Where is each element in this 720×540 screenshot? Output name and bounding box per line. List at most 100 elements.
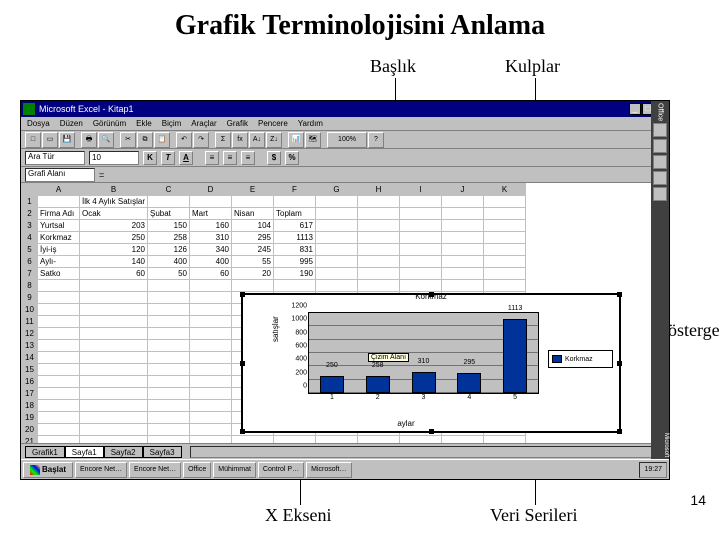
taskbar-button[interactable]: Control P… xyxy=(258,462,304,478)
cell[interactable] xyxy=(38,280,80,292)
system-tray[interactable]: 19:27 xyxy=(639,462,667,478)
office-shortcut-bar[interactable]: Office xyxy=(651,101,669,459)
cell[interactable] xyxy=(148,412,190,424)
cell[interactable] xyxy=(80,340,148,352)
row-header[interactable]: 1 xyxy=(22,196,38,208)
underline-button[interactable]: A xyxy=(179,151,193,165)
align-center-icon[interactable]: ≡ xyxy=(223,151,237,165)
cell[interactable]: 50 xyxy=(148,268,190,280)
taskbar-button[interactable]: Microsoft… xyxy=(306,462,351,478)
cell[interactable] xyxy=(400,244,442,256)
menu-item[interactable]: Ekle xyxy=(136,119,152,128)
cell[interactable] xyxy=(442,268,484,280)
cell[interactable] xyxy=(358,256,400,268)
chart-bar[interactable] xyxy=(457,373,481,393)
menu-item[interactable]: Grafik xyxy=(227,119,248,128)
cell[interactable] xyxy=(442,436,484,444)
cell[interactable]: Satko xyxy=(38,268,80,280)
fx-icon[interactable]: fx xyxy=(232,132,248,148)
align-right-icon[interactable]: ≡ xyxy=(241,151,255,165)
taskbar-button[interactable]: Encore Net… xyxy=(129,462,181,478)
cell[interactable] xyxy=(358,244,400,256)
row-header[interactable]: 4 xyxy=(22,232,38,244)
row-header[interactable]: 19 xyxy=(22,412,38,424)
col-header[interactable]: A xyxy=(38,184,80,196)
cell[interactable] xyxy=(38,352,80,364)
cell-reference-box[interactable]: Grafi Alanı xyxy=(25,168,95,182)
cell[interactable] xyxy=(274,196,316,208)
row-header[interactable]: 8 xyxy=(22,280,38,292)
cell[interactable]: 258 xyxy=(148,232,190,244)
cell[interactable] xyxy=(358,436,400,444)
office-app-icon[interactable] xyxy=(653,139,667,153)
cell[interactable] xyxy=(148,364,190,376)
cell[interactable]: Toplam xyxy=(274,208,316,220)
cut-icon[interactable]: ✂ xyxy=(120,132,136,148)
chart-bar[interactable] xyxy=(366,376,390,393)
col-header[interactable]: B xyxy=(80,184,148,196)
row-header[interactable]: 17 xyxy=(22,388,38,400)
cell[interactable] xyxy=(316,244,358,256)
cell[interactable]: 60 xyxy=(190,268,232,280)
currency-icon[interactable]: $ xyxy=(267,151,281,165)
sheet-tab[interactable]: Sayfa3 xyxy=(143,446,182,458)
cell[interactable]: 310 xyxy=(190,232,232,244)
cell[interactable] xyxy=(190,412,232,424)
cell[interactable] xyxy=(190,424,232,436)
cell[interactable]: 400 xyxy=(190,256,232,268)
cell[interactable] xyxy=(190,328,232,340)
align-left-icon[interactable]: ≡ xyxy=(205,151,219,165)
cell[interactable] xyxy=(484,244,526,256)
cell[interactable] xyxy=(38,400,80,412)
cell[interactable] xyxy=(232,436,274,444)
cell[interactable]: Firma Adı xyxy=(38,208,80,220)
cell[interactable] xyxy=(38,304,80,316)
cell[interactable] xyxy=(484,268,526,280)
cell[interactable] xyxy=(316,196,358,208)
cell[interactable] xyxy=(442,256,484,268)
bold-button[interactable]: K xyxy=(143,151,157,165)
cell[interactable] xyxy=(358,280,400,292)
menu-item[interactable]: Dosya xyxy=(27,119,50,128)
cell[interactable] xyxy=(148,424,190,436)
cell[interactable] xyxy=(148,304,190,316)
toolbar-formatting[interactable]: Ara Tür 10 K T A ≡ ≡ ≡ $ % xyxy=(21,149,669,167)
cell[interactable] xyxy=(316,208,358,220)
cell[interactable] xyxy=(38,340,80,352)
name-box[interactable]: Ara Tür xyxy=(25,151,85,165)
cell[interactable] xyxy=(484,196,526,208)
open-icon[interactable]: ▭ xyxy=(42,132,58,148)
cell[interactable] xyxy=(442,244,484,256)
office-app-icon[interactable] xyxy=(653,123,667,137)
cell[interactable] xyxy=(442,196,484,208)
spreadsheet-grid[interactable]: ABCDEFGHIJK1İlk 4 Aylık Satışlar2Firma A… xyxy=(21,183,669,443)
cell[interactable] xyxy=(484,208,526,220)
cell[interactable] xyxy=(80,292,148,304)
cell[interactable] xyxy=(38,316,80,328)
help-icon[interactable]: ? xyxy=(368,132,384,148)
cell[interactable] xyxy=(80,424,148,436)
taskbar-button[interactable]: Mühimmat xyxy=(213,462,256,478)
cell[interactable] xyxy=(38,364,80,376)
cell[interactable]: 104 xyxy=(232,220,274,232)
cell[interactable] xyxy=(190,388,232,400)
cell[interactable]: İlk 4 Aylık Satışlar xyxy=(80,196,148,208)
cell[interactable]: Şubat xyxy=(148,208,190,220)
preview-icon[interactable]: 🔍 xyxy=(98,132,114,148)
sort-asc-icon[interactable]: A↓ xyxy=(249,132,265,148)
cell[interactable] xyxy=(190,304,232,316)
row-header[interactable]: 20 xyxy=(22,424,38,436)
paste-icon[interactable]: 📋 xyxy=(154,132,170,148)
col-header[interactable]: I xyxy=(400,184,442,196)
cell[interactable] xyxy=(358,196,400,208)
italic-button[interactable]: T xyxy=(161,151,175,165)
menu-item[interactable]: Biçim xyxy=(162,119,182,128)
cell[interactable] xyxy=(316,256,358,268)
row-header[interactable]: 2 xyxy=(22,208,38,220)
col-header[interactable]: J xyxy=(442,184,484,196)
cell[interactable] xyxy=(442,232,484,244)
menu-item[interactable]: Yardım xyxy=(298,119,323,128)
row-header[interactable]: 18 xyxy=(22,400,38,412)
cell[interactable] xyxy=(400,256,442,268)
cell[interactable]: Korkmaz xyxy=(38,232,80,244)
